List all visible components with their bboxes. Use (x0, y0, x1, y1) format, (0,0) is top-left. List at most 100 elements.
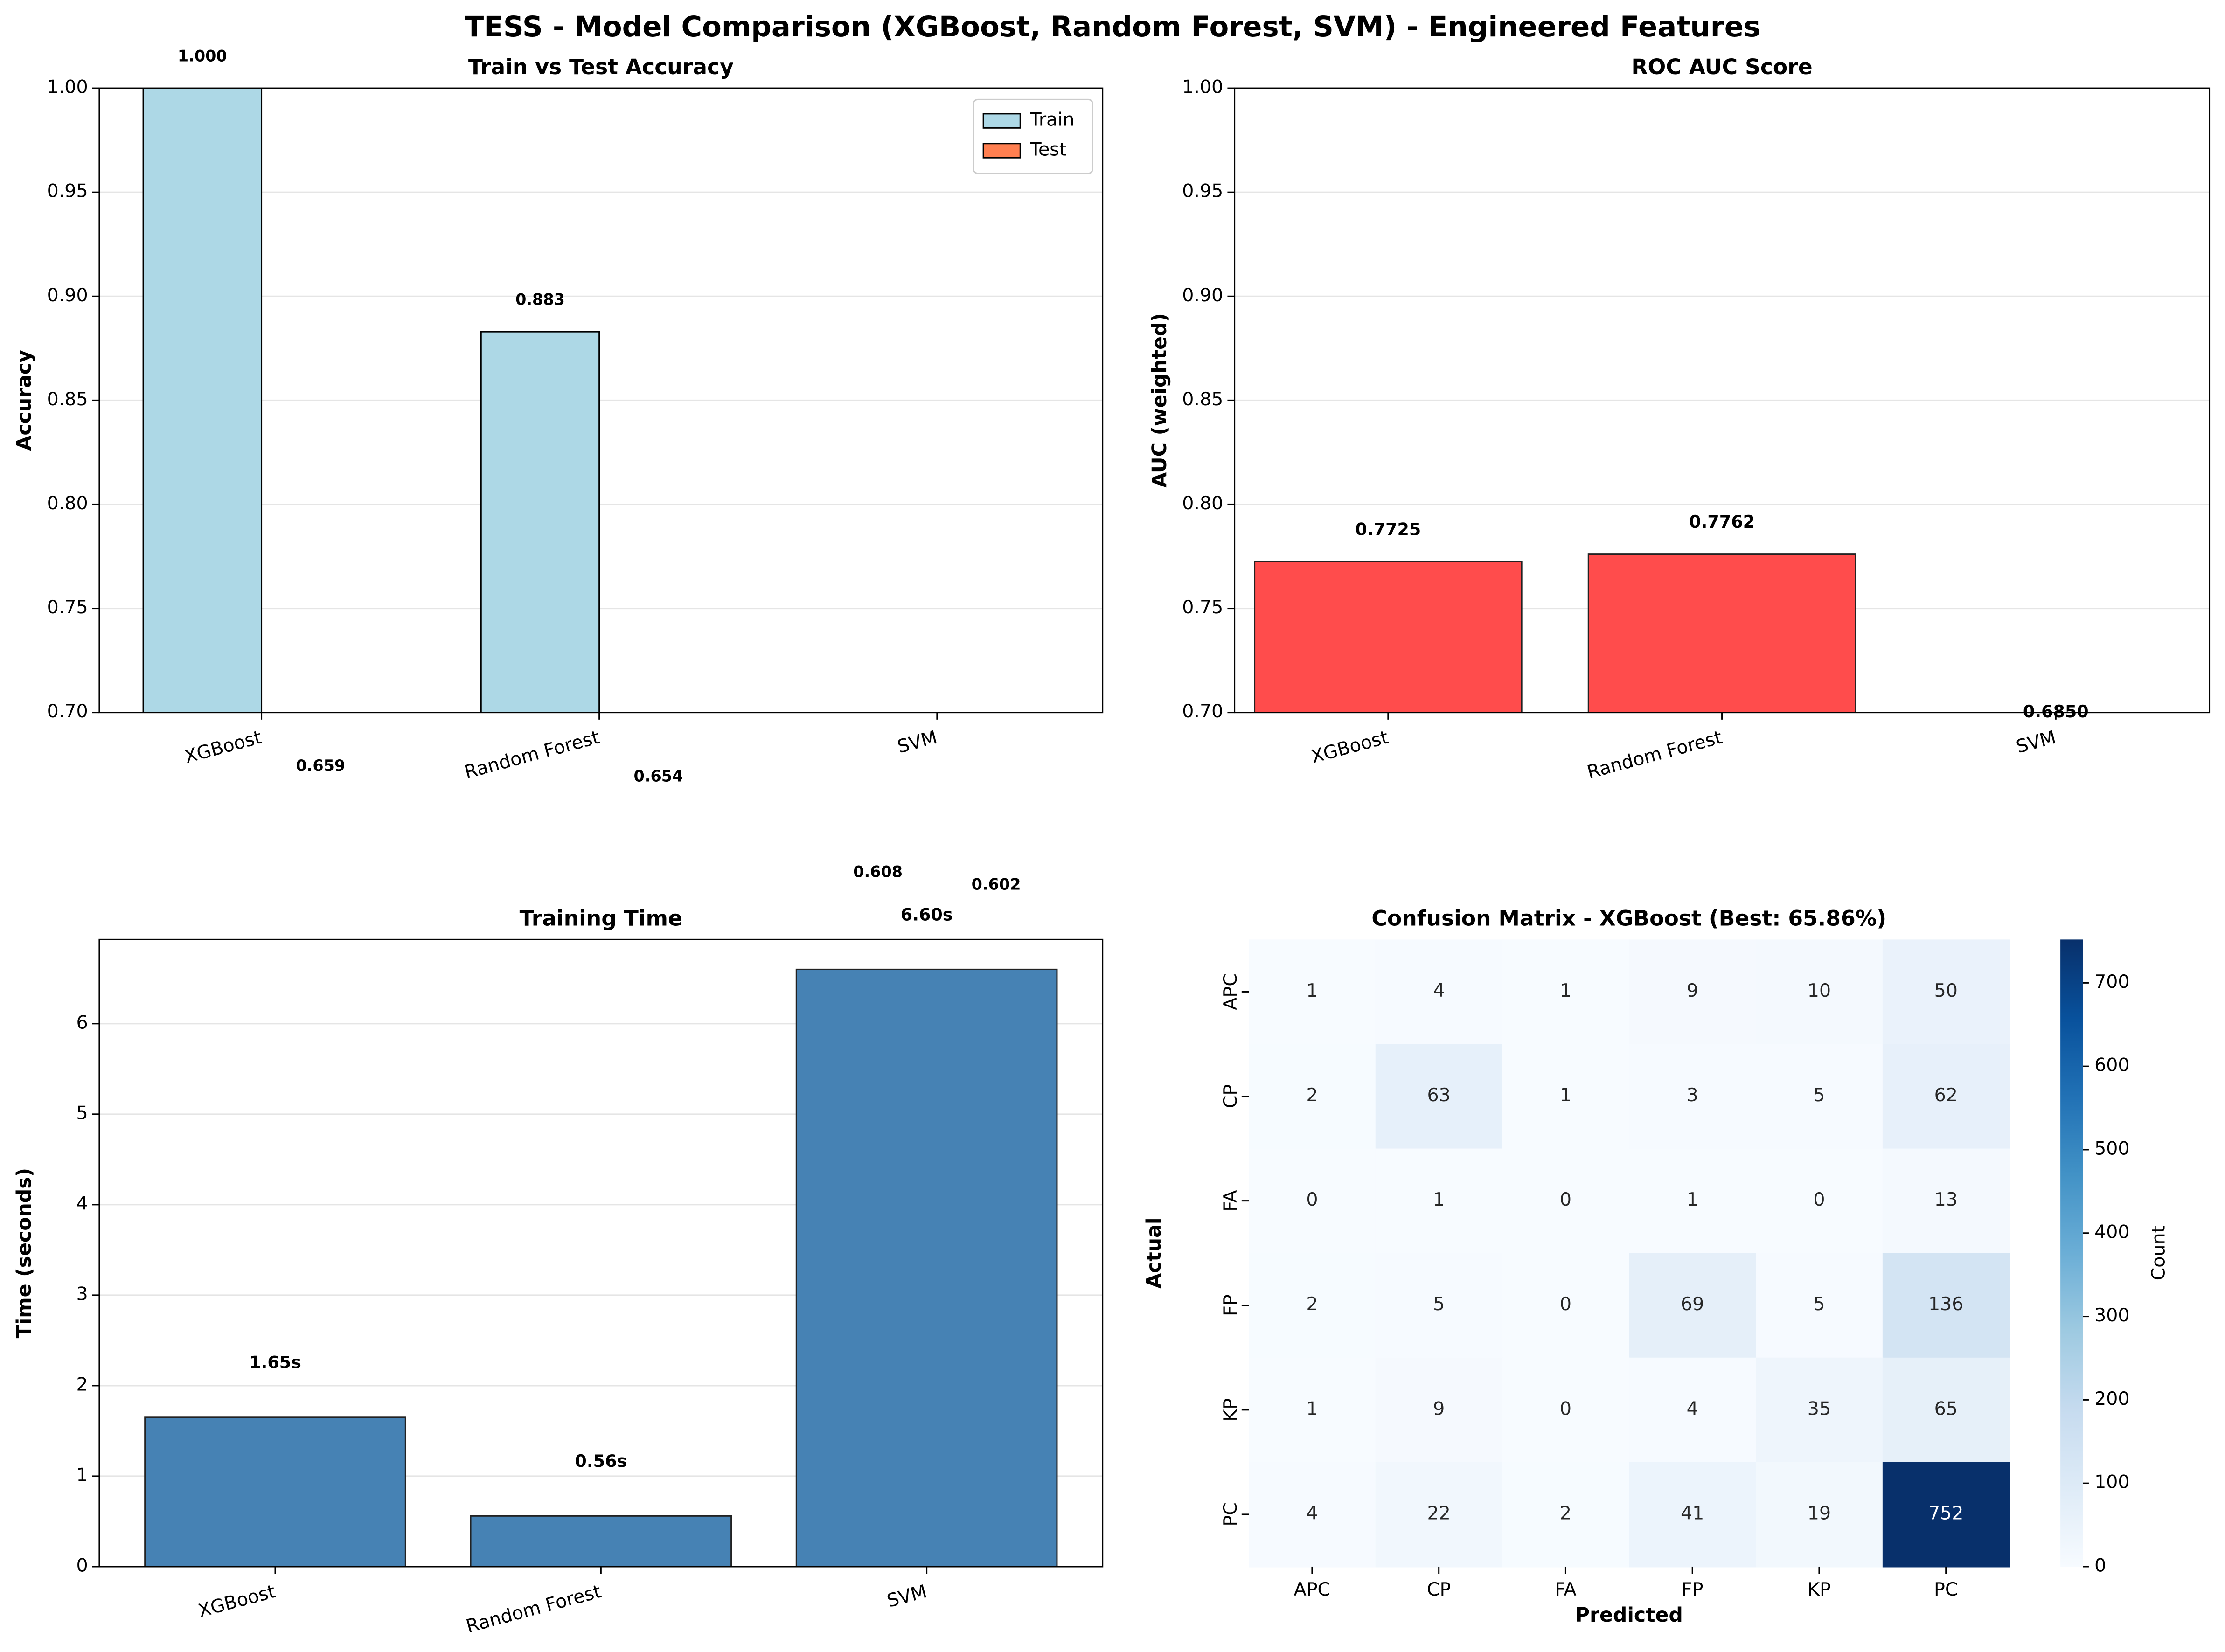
y-axis-label: Accuracy (13, 350, 36, 451)
heatmap-cell (1502, 939, 1630, 1045)
y-tick-label: 0.90 (47, 285, 88, 306)
heatmap-cell (1882, 939, 2010, 1045)
value-label: 0.883 (515, 291, 565, 309)
heatmap-cell (1502, 1044, 1630, 1150)
bar (1587, 553, 1856, 713)
figure-title: TESS - Model Comparison (XGBoost, Random… (465, 11, 1760, 43)
value-label: 0.56s (575, 1451, 627, 1471)
x-tick-label: CP (1427, 1579, 1451, 1600)
cell-label: 35 (1808, 1398, 1831, 1419)
legend-label: Train (1030, 109, 1075, 131)
cell-label: 0 (1560, 1189, 1571, 1210)
x-tick-label: Random Forest (464, 1581, 603, 1637)
value-label: 0.654 (634, 767, 683, 785)
y-tick-label: 0.70 (1182, 701, 1223, 722)
cell-label: 136 (1928, 1293, 1963, 1315)
heatmap-cell (1629, 1253, 1757, 1359)
cell-label: 2 (1560, 1502, 1571, 1524)
value-label: 1.65s (249, 1353, 301, 1373)
colorbar (2060, 939, 2083, 1567)
heatmap-cell (1629, 1044, 1757, 1150)
axes-frame (1234, 87, 2211, 714)
y-tick-label: 4 (76, 1193, 88, 1214)
cell-label: 0 (1306, 1189, 1318, 1210)
cell-label: 62 (1934, 1084, 1958, 1106)
heatmap-cell (1502, 1357, 1630, 1463)
colorbar-tick-label: 300 (2094, 1305, 2129, 1326)
x-tick-label: Random Forest (462, 727, 602, 783)
cell-label: 1 (1433, 1189, 1445, 1210)
cell-label: 1 (1560, 980, 1571, 1001)
y-tick-label: 0.75 (1182, 597, 1223, 618)
bar (142, 88, 263, 713)
y-axis-label: AUC (weighted) (1148, 313, 1171, 488)
heatmap-cell (1375, 1044, 1503, 1150)
value-label: 0.7725 (1355, 520, 1421, 540)
heatmap-cell (1375, 1462, 1503, 1568)
cell-label: 1 (1560, 1084, 1571, 1106)
cell-label: 1 (1687, 1189, 1698, 1210)
cell-label: 2 (1306, 1084, 1318, 1106)
y-tick-label: 0.80 (47, 493, 88, 514)
colorbar-tick-label: 400 (2094, 1221, 2129, 1242)
heatmap-cell (1756, 939, 1884, 1045)
cell-label: 9 (1687, 980, 1698, 1001)
cell-label: 50 (1934, 980, 1958, 1001)
heatmap-cell (1502, 1253, 1630, 1359)
heatmap-cell (1756, 1462, 1884, 1568)
colorbar-tick-label: 200 (2094, 1388, 2129, 1409)
bar (1254, 561, 1523, 713)
heatmap-cell (1756, 1148, 1884, 1254)
heatmap-cell (1249, 1357, 1377, 1463)
cell-label: 5 (1433, 1293, 1445, 1315)
axes-frame (98, 87, 1104, 714)
value-label: 0.6850 (2023, 701, 2089, 722)
heatmap-cell (1882, 1148, 2010, 1254)
value-label: 6.60s (901, 904, 953, 924)
chart-title: ROC AUC Score (1631, 55, 1812, 79)
cell-label: 2 (1306, 1293, 1318, 1315)
y-tick-label: APC (1220, 973, 1241, 1010)
x-tick-label: XGBoost (196, 1581, 278, 1622)
cell-label: 5 (1813, 1084, 1825, 1106)
heatmap-cell (1502, 1462, 1630, 1568)
y-tick-label: 2 (76, 1374, 88, 1395)
y-tick-label: KP (1220, 1398, 1241, 1422)
y-tick-label: 0.80 (1182, 493, 1223, 514)
x-axis-label: Predicted (1575, 1603, 1683, 1627)
y-tick-label: 0.95 (1182, 180, 1223, 202)
x-tick-label: XGBoost (182, 727, 264, 768)
x-tick-label: XGBoost (1309, 727, 1391, 768)
colorbar-label: Count (2148, 1226, 2169, 1280)
chart-title: Train vs Test Accuracy (468, 55, 734, 79)
y-tick-label: 0.70 (47, 701, 88, 722)
cell-label: 3 (1687, 1084, 1698, 1106)
bar (795, 968, 1058, 1567)
y-tick-label: 0.90 (1182, 285, 1223, 306)
cell-label: 4 (1433, 980, 1445, 1001)
plot-area (1254, 553, 1856, 713)
y-tick-label: FA (1220, 1190, 1241, 1212)
heatmap-cell (1629, 1462, 1757, 1568)
x-tick-label: SVM (2014, 727, 2058, 758)
y-tick-label: 1.00 (1182, 76, 1223, 98)
y-tick-label: 0.75 (47, 597, 88, 618)
value-label: 0.602 (972, 875, 1021, 893)
heatmap-cell (1629, 939, 1757, 1045)
y-tick-label: 1 (76, 1464, 88, 1485)
x-tick-label: FA (1555, 1579, 1576, 1600)
cell-label: 22 (1427, 1502, 1451, 1524)
bar (144, 1416, 406, 1567)
legend-label: Test (1030, 139, 1067, 160)
y-axis-label: Actual (1142, 1218, 1166, 1289)
colorbar-tick-label: 600 (2094, 1055, 2129, 1076)
heatmap-cell (1756, 1044, 1884, 1150)
x-tick-label: APC (1294, 1579, 1330, 1600)
heatmap-cell (1375, 1148, 1503, 1254)
x-tick-label: Random Forest (1585, 727, 1724, 783)
heatmap-cell (1375, 939, 1503, 1045)
heatmap-cell (1249, 939, 1377, 1045)
x-tick-label: SVM (895, 727, 939, 758)
